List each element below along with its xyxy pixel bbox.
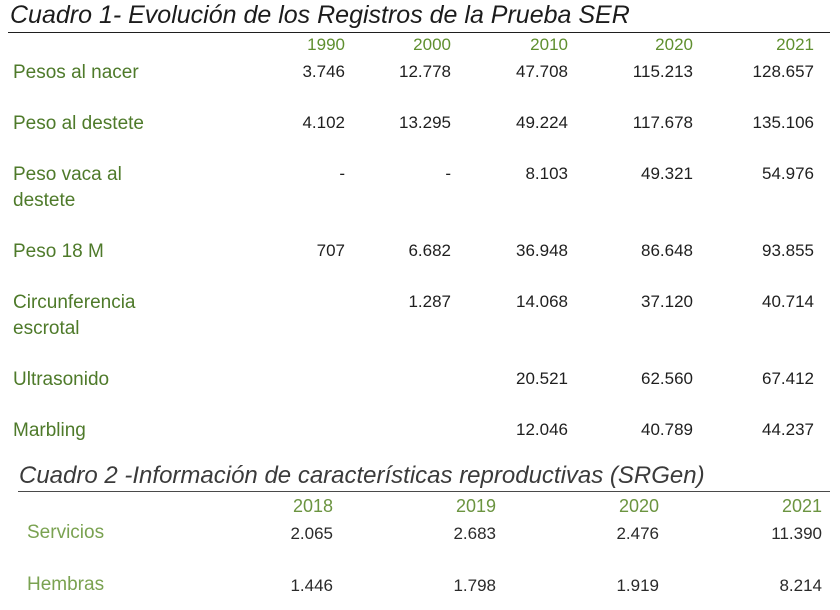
table2-top-rule (18, 491, 830, 492)
table1-row-label: Pesos al nacer (13, 62, 139, 83)
table1-cell: 54.976 (762, 164, 814, 183)
table2-header-year: 2021 (781, 496, 822, 516)
table1-row-label: Ultrasonido (13, 369, 110, 390)
table2-cell: 1.446 (290, 576, 333, 595)
table1-cell: 4.102 (302, 113, 345, 132)
table1-row-label: Circunferencia escrotal (13, 292, 136, 339)
table2-cell: 2.476 (616, 524, 659, 543)
table2-row-label: Hembras (27, 574, 105, 595)
table1-cell: 115.213 (632, 62, 693, 81)
table1-row-label: Peso vaca al destete (13, 164, 122, 211)
table1-cell: 49.321 (641, 164, 693, 183)
table2-cell: 2.683 (453, 524, 496, 543)
table1-title: Cuadro 1- Evolución de los Registros de … (10, 1, 630, 29)
table1-header-year: 2021 (776, 35, 814, 54)
table1-cell: 44.237 (762, 420, 814, 439)
table1-cell: 86.648 (641, 241, 693, 260)
table2-header-year: 2018 (292, 496, 333, 516)
table1-row-label: Peso al destete (13, 113, 144, 134)
table2-cell: 8.214 (779, 576, 822, 595)
table1-row-label: Marbling (13, 420, 86, 441)
table1-header-year: 2000 (413, 35, 451, 54)
table1-cell: - (445, 164, 451, 183)
table1-cell: 40.789 (641, 420, 693, 439)
table1-cell: 117.678 (632, 113, 693, 132)
table1-cell: 12.046 (516, 420, 568, 439)
table1-cell: 135.106 (752, 113, 814, 132)
table2-cell: 1.798 (453, 576, 496, 595)
table1-cell: 40.714 (762, 292, 814, 311)
table1-cell: 93.855 (762, 241, 814, 260)
table1-cell: 14.068 (516, 292, 568, 311)
table1-cell: - (339, 164, 345, 183)
table1-row-label: Peso 18 M (13, 241, 104, 262)
table1-cell: 8.103 (525, 164, 568, 183)
table1-cell: 6.682 (408, 241, 451, 260)
table1-cell: 20.521 (516, 369, 568, 388)
table1-cell: 49.224 (516, 113, 568, 132)
table1-header-year: 2010 (530, 35, 568, 54)
table1-cell: 67.412 (762, 369, 814, 388)
table2-cell: 1.919 (616, 576, 659, 595)
table1-header-year: 2020 (655, 35, 693, 54)
table2-row-label: Servicios (27, 522, 105, 543)
table1-cell: 707 (316, 241, 345, 260)
table2-cell: 2.065 (290, 524, 333, 543)
table1-cell: 3.746 (302, 62, 345, 81)
table1-cell: 128.657 (752, 62, 814, 81)
table2-title: Cuadro 2 -Información de características… (19, 462, 705, 489)
table2-cell: 11.390 (771, 524, 822, 543)
table2-header-year: 2020 (618, 496, 659, 516)
table1-cell: 12.778 (399, 62, 451, 81)
table2-header-year: 2019 (455, 496, 496, 516)
table1-cell: 37.120 (641, 292, 693, 311)
table1-header-year: 1990 (307, 35, 345, 54)
table1-cell: 47.708 (516, 62, 568, 81)
table1-cell: 1.287 (408, 292, 451, 311)
table1-top-rule (8, 32, 830, 33)
table1-cell: 36.948 (516, 241, 568, 260)
table1-cell: 62.560 (641, 369, 693, 388)
table1-cell: 13.295 (399, 113, 451, 132)
